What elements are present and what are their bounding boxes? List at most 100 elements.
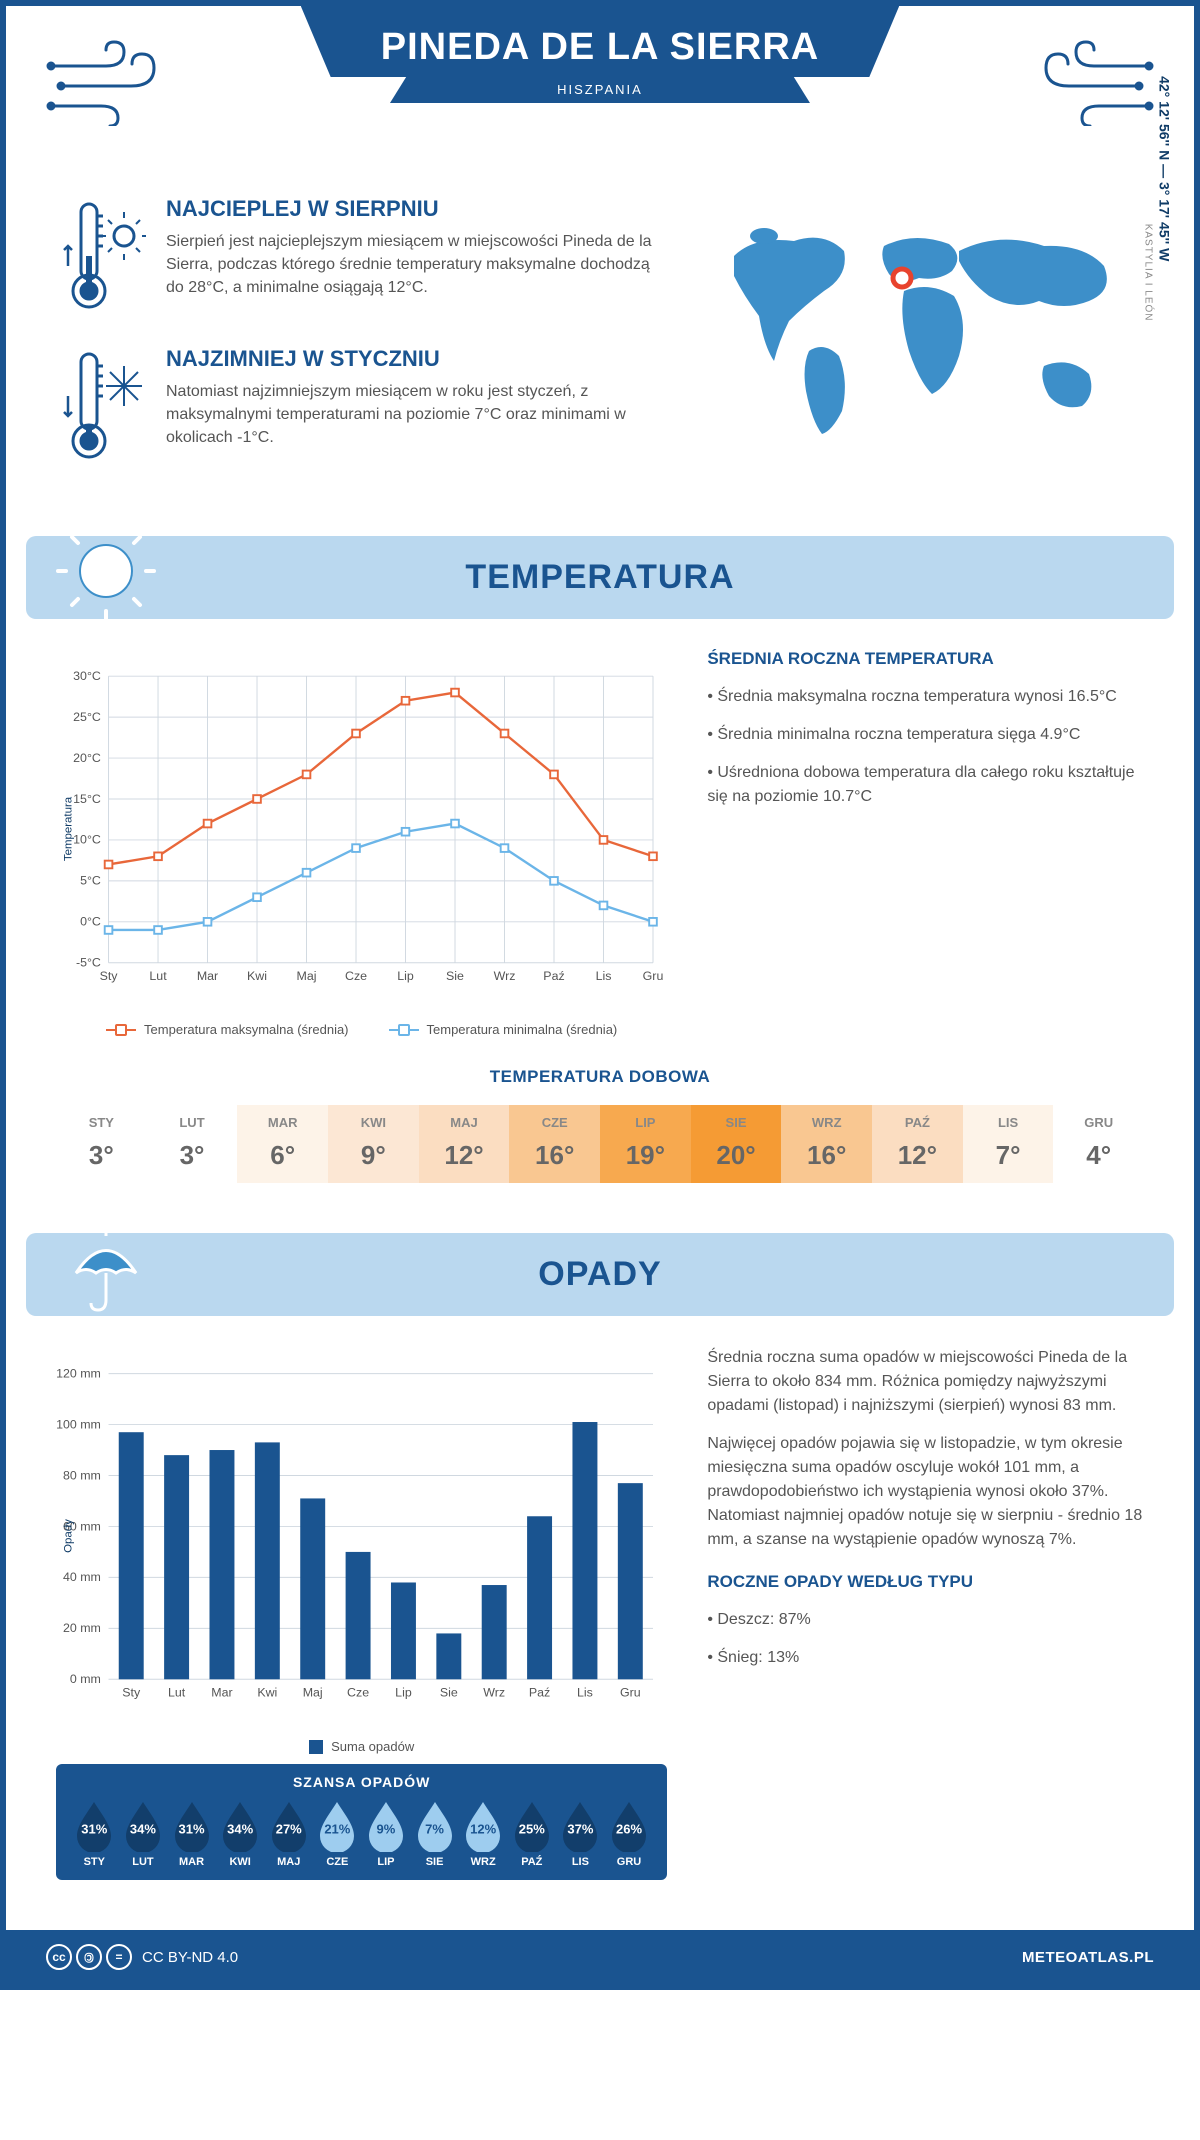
- precip-type-heading: ROCZNE OPADY WEDŁUG TYPU: [707, 1572, 1144, 1592]
- svg-text:Paź: Paź: [529, 1685, 550, 1699]
- license-text: CC BY-ND 4.0: [142, 1949, 238, 1966]
- drop-cell: 27% MAJ: [264, 1800, 313, 1868]
- svg-text:Kwi: Kwi: [257, 1685, 277, 1699]
- precip-chart-wrap: 0 mm20 mm40 mm60 mm80 mm100 mm120 mmStyL…: [56, 1346, 667, 1910]
- precip-type: Deszcz: 87%: [707, 1608, 1144, 1632]
- svg-text:Lis: Lis: [596, 969, 612, 983]
- temperature-row: -5°C0°C5°C10°C15°C20°C25°C30°CStyLutMarK…: [6, 649, 1194, 1067]
- daily-temp-section: TEMPERATURA DOBOWA STY3°LUT3°MAR6°KWI9°M…: [6, 1067, 1194, 1223]
- svg-text:20 mm: 20 mm: [63, 1621, 101, 1635]
- svg-text:Lut: Lut: [168, 1685, 186, 1699]
- heat-cell: PAŹ12°: [872, 1105, 963, 1183]
- svg-text:Sty: Sty: [122, 1685, 141, 1699]
- drop-cell: 31% MAR: [167, 1800, 216, 1868]
- header: PINEDA DE LA SIERRA HISZPANIA: [6, 6, 1194, 176]
- map-column: 42° 12' 56'' N — 3° 17' 45'' W KASTYLIA …: [704, 196, 1144, 496]
- svg-text:Mar: Mar: [197, 969, 218, 983]
- temperature-line-chart: -5°C0°C5°C10°C15°C20°C25°C30°CStyLutMarK…: [56, 649, 667, 1009]
- svg-text:15°C: 15°C: [73, 792, 101, 806]
- svg-text:Maj: Maj: [303, 1685, 323, 1699]
- drop-cell: 34% LUT: [119, 1800, 168, 1868]
- drop-cell: 37% LIS: [556, 1800, 605, 1868]
- svg-text:Temperatura: Temperatura: [62, 796, 74, 861]
- warmest-title: NAJCIEPLEJ W SIERPNIU: [166, 196, 664, 222]
- precip-legend: Suma opadów: [56, 1739, 667, 1754]
- heat-cell: GRU4°: [1053, 1105, 1144, 1183]
- svg-text:Gru: Gru: [620, 1685, 641, 1699]
- title-banner: PINEDA DE LA SIERRA: [301, 6, 899, 77]
- nd-icon: =: [106, 1944, 132, 1970]
- temp-bullet: Średnia minimalna roczna temperatura się…: [707, 723, 1144, 747]
- drop-cell: 34% KWI: [216, 1800, 265, 1868]
- precip-chance-heading: SZANSA OPADÓW: [70, 1774, 653, 1790]
- heat-cell: MAR6°: [237, 1105, 328, 1183]
- svg-text:Sty: Sty: [100, 969, 119, 983]
- drop-cell: 9% LIP: [362, 1800, 411, 1868]
- temp-chart-wrap: -5°C0°C5°C10°C15°C20°C25°C30°CStyLutMarK…: [56, 649, 667, 1037]
- drop-cell: 31% STY: [70, 1800, 119, 1868]
- drop-cell: 26% GRU: [605, 1800, 654, 1868]
- legend-item: .legend-swatch[style*='#6bb5e8']::after{…: [389, 1022, 618, 1037]
- svg-text:80 mm: 80 mm: [63, 1468, 101, 1482]
- svg-text:Lis: Lis: [577, 1685, 593, 1699]
- warmest-text: Sierpień jest najcieplejszym miesiącem w…: [166, 230, 664, 300]
- svg-text:20°C: 20°C: [73, 751, 101, 765]
- wind-deco-right-icon: [1014, 36, 1154, 126]
- svg-text:Lip: Lip: [395, 1685, 412, 1699]
- precipitation-heading: OPADY: [26, 1255, 1174, 1294]
- svg-text:Lut: Lut: [149, 969, 167, 983]
- svg-text:Wrz: Wrz: [494, 969, 516, 983]
- heat-cell: LUT3°: [147, 1105, 238, 1183]
- precip-para: Najwięcej opadów pojawia się w listopadz…: [707, 1432, 1144, 1552]
- svg-text:40 mm: 40 mm: [63, 1570, 101, 1584]
- coordinates: 42° 12' 56'' N — 3° 17' 45'' W: [1156, 76, 1172, 261]
- title-wrap: PINEDA DE LA SIERRA HISZPANIA: [301, 6, 899, 103]
- heat-cell: STY3°: [56, 1105, 147, 1183]
- svg-text:Sie: Sie: [446, 969, 464, 983]
- svg-text:Cze: Cze: [347, 1685, 369, 1699]
- legend-item: .legend-swatch[style*='#e8673a']::after{…: [106, 1022, 348, 1037]
- precip-info: Średnia roczna suma opadów w miejscowośc…: [707, 1346, 1144, 1910]
- svg-text:Paź: Paź: [543, 969, 564, 983]
- region-label: KASTYLIA I LEÓN: [1143, 224, 1154, 322]
- svg-text:Sie: Sie: [440, 1685, 458, 1699]
- legend-item: Suma opadów: [309, 1739, 414, 1754]
- drop-cell: 7% SIE: [410, 1800, 459, 1868]
- drop-cell: 21% CZE: [313, 1800, 362, 1868]
- precipitation-bar-chart: 0 mm20 mm40 mm60 mm80 mm100 mm120 mmStyL…: [56, 1346, 667, 1726]
- thermometer-hot-icon: [56, 196, 146, 321]
- umbrella-icon: [56, 1218, 156, 1318]
- heat-cell: CZE16°: [509, 1105, 600, 1183]
- drop-cell: 25% PAŹ: [507, 1800, 556, 1868]
- wind-deco-left-icon: [46, 36, 186, 126]
- intro-text-column: NAJCIEPLEJ W SIERPNIU Sierpień jest najc…: [56, 196, 664, 496]
- svg-text:Gru: Gru: [643, 969, 664, 983]
- svg-text:100 mm: 100 mm: [56, 1417, 101, 1431]
- legend-swatch: [309, 1740, 323, 1754]
- precip-type: Śnieg: 13%: [707, 1646, 1144, 1670]
- temp-info-heading: ŚREDNIA ROCZNA TEMPERATURA: [707, 649, 1144, 669]
- legend-label: Suma opadów: [331, 1739, 414, 1754]
- heat-cell: LIS7°: [963, 1105, 1054, 1183]
- footer: cc 🄯 = CC BY-ND 4.0 METEOATLAS.PL: [6, 1930, 1194, 1984]
- daily-temp-heatrow: STY3°LUT3°MAR6°KWI9°MAJ12°CZE16°LIP19°SI…: [56, 1105, 1144, 1183]
- page-title: PINEDA DE LA SIERRA: [381, 26, 819, 69]
- heat-cell: SIE20°: [691, 1105, 782, 1183]
- sun-icon: [56, 521, 156, 621]
- precip-chance-panel: SZANSA OPADÓW 31% STY 34% LUT 31% MAR 34…: [56, 1764, 667, 1880]
- intro-section: NAJCIEPLEJ W SIERPNIU Sierpień jest najc…: [6, 176, 1194, 526]
- thermometer-cold-icon: [56, 346, 146, 471]
- temp-info: ŚREDNIA ROCZNA TEMPERATURA Średnia maksy…: [707, 649, 1144, 1037]
- precipitation-banner: OPADY: [26, 1233, 1174, 1316]
- heat-cell: LIP19°: [600, 1105, 691, 1183]
- precipitation-row: 0 mm20 mm40 mm60 mm80 mm100 mm120 mmStyL…: [6, 1346, 1194, 1930]
- svg-text:Lip: Lip: [397, 969, 414, 983]
- svg-text:Maj: Maj: [297, 969, 317, 983]
- coldest-block: NAJZIMNIEJ W STYCZNIU Natomiast najzimni…: [56, 346, 664, 471]
- svg-text:0°C: 0°C: [80, 915, 101, 929]
- svg-text:25°C: 25°C: [73, 710, 101, 724]
- svg-text:Wrz: Wrz: [483, 1685, 505, 1699]
- temp-legend: .legend-swatch[style*='#e8673a']::after{…: [56, 1022, 667, 1037]
- svg-text:Mar: Mar: [211, 1685, 232, 1699]
- drop-cell: 12% WRZ: [459, 1800, 508, 1868]
